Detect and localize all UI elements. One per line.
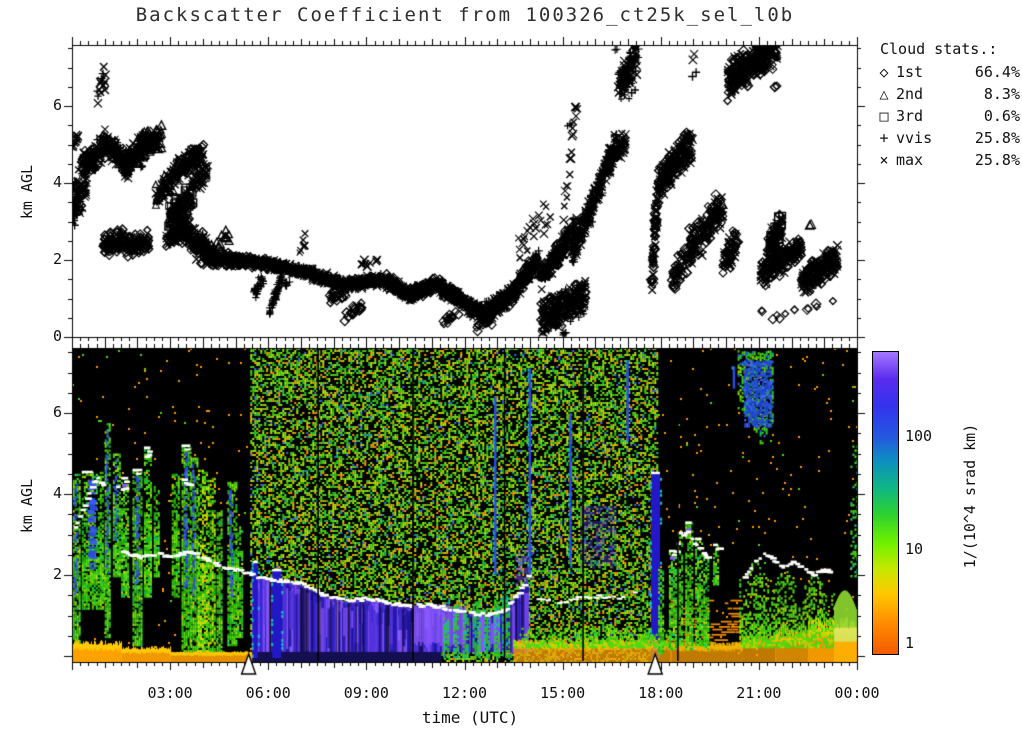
cross-icon: × <box>879 151 889 169</box>
top-y-tick-label: 0 <box>52 327 62 345</box>
legend-item-3rd: □ 3rd 0.6% <box>872 105 1022 127</box>
x-tick-label: 03:00 <box>147 684 193 702</box>
cloud-stats-legend: Cloud stats.: ◇ 1st 66.4% △ 2nd 8.3% □ 3… <box>872 40 1022 171</box>
x-axis-label: time (UTC) <box>421 708 519 727</box>
legend-item-vvis: + vvis 25.8% <box>872 127 1022 149</box>
x-tick-label: 21:00 <box>736 684 782 702</box>
x-tick-label: 09:00 <box>343 684 389 702</box>
colorbar-tick-label: 1 <box>905 634 915 653</box>
square-icon: □ <box>879 107 889 125</box>
plus-icon: + <box>879 129 889 147</box>
bottom-y-tick-label: 4 <box>52 484 62 502</box>
top-y-tick-label: 6 <box>52 96 62 114</box>
chart-title: Backscatter Coefficient from 100326_ct25… <box>135 4 795 26</box>
x-tick-label: 00:00 <box>834 684 880 702</box>
bottom-y-tick-label: 2 <box>52 565 62 583</box>
top-y-tick-label: 2 <box>52 250 62 268</box>
legend-item-max: × max 25.8% <box>872 149 1022 171</box>
colorbar <box>872 351 899 655</box>
x-tick-label: 12:00 <box>441 684 488 702</box>
bottom-y-tick-label: 6 <box>52 403 62 421</box>
x-tick-label: 15:00 <box>540 684 586 702</box>
legend-item-1st: ◇ 1st 66.4% <box>872 61 1022 83</box>
x-tick-label: 18:00 <box>638 684 684 702</box>
colorbar-tick-label: 100 <box>905 427 933 446</box>
x-tick-label: 06:00 <box>245 684 291 702</box>
bottom-y-axis-label: km AGL <box>18 478 36 534</box>
legend-title: Cloud stats.: <box>880 40 998 58</box>
colorbar-unit-label: 1/(10^4 srad km) <box>961 423 979 569</box>
top-y-axis-label: km AGL <box>18 164 36 220</box>
colorbar-tick-label: 10 <box>905 540 924 559</box>
top-y-tick-label: 4 <box>52 173 62 191</box>
legend-item-2nd: △ 2nd 8.3% <box>872 83 1022 105</box>
diamond-icon: ◇ <box>879 63 889 81</box>
triangle-icon: △ <box>879 85 889 103</box>
